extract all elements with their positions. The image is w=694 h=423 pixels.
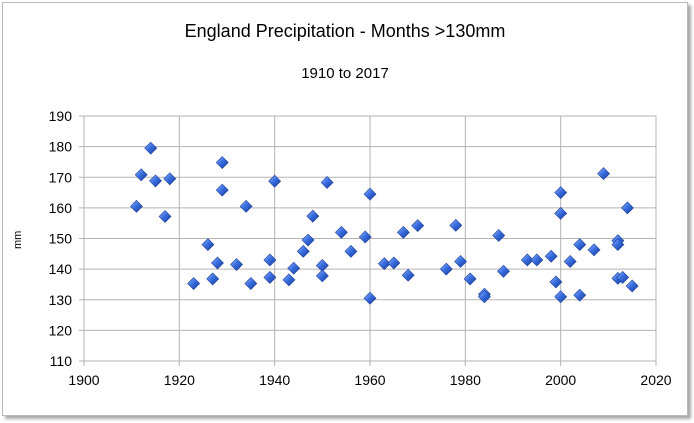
data-point bbox=[563, 255, 577, 268]
tick-labels: 110 120 130 140 150 160 170 180 190 1900 1920 1940 1… bbox=[49, 108, 672, 388]
data-point bbox=[149, 174, 162, 188]
y-tick-label: 180 bbox=[49, 139, 73, 155]
data-point bbox=[620, 201, 634, 215]
data-point bbox=[306, 209, 320, 223]
plot-border bbox=[83, 115, 657, 362]
data-point bbox=[530, 253, 544, 267]
data-point bbox=[616, 270, 630, 284]
data-point bbox=[163, 172, 177, 186]
x-tick-label: 1900 bbox=[68, 372, 99, 388]
x-tick-label: 1960 bbox=[354, 372, 385, 388]
data-point bbox=[597, 167, 610, 180]
y-tick-label: 150 bbox=[49, 231, 73, 247]
x-tick-label: 2020 bbox=[640, 372, 671, 388]
data-point bbox=[334, 225, 348, 239]
data-point bbox=[134, 168, 148, 182]
data-point bbox=[215, 156, 229, 169]
data-point bbox=[230, 258, 243, 271]
data-point bbox=[296, 244, 310, 258]
data-point bbox=[287, 261, 301, 275]
chart-frame: England Precipitation - Months >130mm 19… bbox=[2, 2, 688, 416]
data-point bbox=[320, 176, 334, 189]
data-point bbox=[201, 238, 215, 252]
data-point bbox=[211, 256, 224, 270]
y-tick-label: 130 bbox=[49, 292, 73, 308]
data-point bbox=[492, 229, 506, 242]
axes bbox=[79, 115, 657, 366]
data-point bbox=[573, 288, 587, 302]
data-point bbox=[554, 290, 568, 304]
data-point bbox=[358, 230, 372, 244]
data-point bbox=[363, 187, 377, 201]
data-point bbox=[554, 206, 568, 220]
data-point bbox=[268, 174, 282, 188]
data-point bbox=[263, 270, 277, 284]
y-tick-label: 140 bbox=[49, 261, 73, 277]
x-tick-label: 2000 bbox=[545, 372, 576, 388]
chart-title: England Precipitation - Months >130mm bbox=[184, 21, 506, 41]
x-tick-label: 1920 bbox=[164, 372, 195, 388]
data-point bbox=[301, 233, 315, 247]
data-point bbox=[544, 249, 558, 263]
data-point bbox=[573, 238, 587, 252]
data-point bbox=[344, 244, 358, 258]
data-point bbox=[463, 272, 477, 286]
data-point bbox=[520, 253, 534, 267]
y-tick-label: 170 bbox=[49, 169, 73, 185]
y-tick-label: 160 bbox=[49, 200, 73, 216]
chart-subtitle: 1910 to 2017 bbox=[301, 65, 389, 82]
data-point bbox=[497, 264, 510, 278]
y-tick-label: 190 bbox=[49, 108, 73, 124]
data-point bbox=[282, 273, 296, 287]
data-point bbox=[158, 210, 172, 223]
y-tick-label: 120 bbox=[49, 322, 73, 338]
data-point bbox=[439, 262, 453, 276]
data-point bbox=[387, 256, 401, 270]
data-point bbox=[449, 218, 463, 232]
data-point bbox=[144, 141, 158, 155]
data-point bbox=[549, 275, 563, 289]
data-point bbox=[363, 291, 377, 305]
data-point bbox=[454, 255, 467, 268]
data-point bbox=[554, 186, 568, 199]
x-tick-label: 1940 bbox=[259, 372, 290, 388]
data-point bbox=[215, 183, 229, 197]
data-points bbox=[130, 141, 639, 305]
x-tick-label: 1980 bbox=[450, 372, 481, 388]
data-point bbox=[411, 219, 425, 233]
data-point bbox=[377, 257, 391, 271]
data-point bbox=[239, 199, 253, 213]
data-point bbox=[263, 253, 277, 267]
data-point bbox=[244, 277, 258, 290]
data-point bbox=[625, 279, 639, 293]
data-point bbox=[396, 225, 410, 239]
data-point bbox=[587, 243, 601, 257]
data-point bbox=[206, 272, 220, 286]
data-point bbox=[401, 268, 415, 282]
data-point bbox=[187, 277, 201, 290]
data-point bbox=[315, 269, 329, 283]
data-point bbox=[477, 290, 491, 304]
data-point bbox=[130, 199, 143, 213]
data-point bbox=[611, 238, 625, 252]
y-tick-label: 110 bbox=[50, 353, 73, 369]
